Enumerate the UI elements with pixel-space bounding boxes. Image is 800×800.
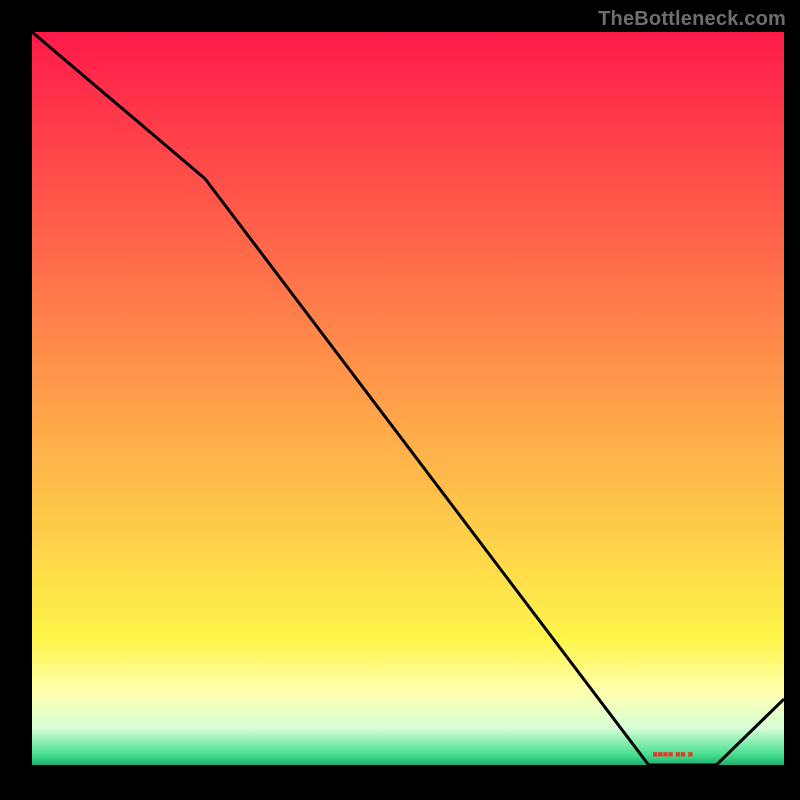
watermark-text: TheBottleneck.com	[598, 8, 786, 31]
curve-line	[32, 32, 784, 765]
chart-container: { "watermark": { "text": "TheBottleneck.…	[0, 0, 800, 800]
plot-area: ■■■■ ■■ ■	[32, 32, 784, 765]
curve-polyline	[32, 32, 784, 765]
